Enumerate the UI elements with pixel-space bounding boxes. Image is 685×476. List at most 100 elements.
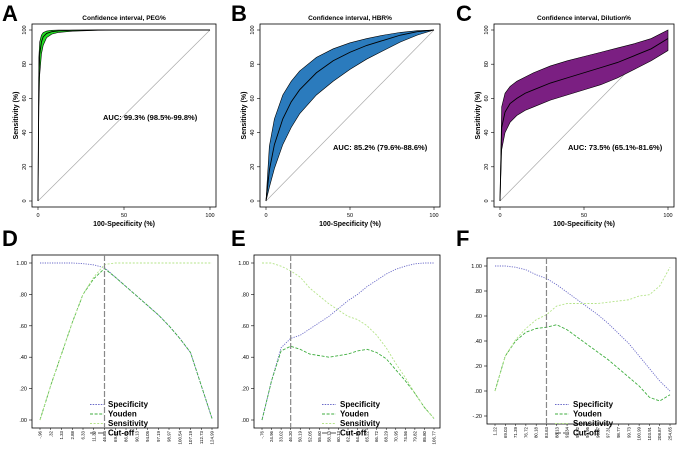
y-axis-label: Sensitivity (%) bbox=[241, 92, 248, 140]
series-line-specificity bbox=[261, 262, 434, 421]
roc-curve bbox=[37, 29, 210, 202]
y-tick-label: .80 bbox=[19, 292, 27, 298]
x-tick-label: 94.95 bbox=[585, 426, 590, 438]
panel-letter: F bbox=[456, 226, 469, 251]
series-line-youden bbox=[494, 324, 671, 402]
y-tick-label: 100 bbox=[22, 25, 28, 34]
y-tick-label: 100 bbox=[484, 25, 490, 34]
y-tick-label: 20 bbox=[484, 164, 490, 170]
series-line-youden bbox=[39, 267, 213, 421]
x-tick-label: 1.22 bbox=[493, 426, 498, 435]
x-tick-label: 2.88 bbox=[70, 430, 75, 439]
x-tick-label: 71.39 bbox=[513, 426, 518, 438]
panel-letter: A bbox=[2, 1, 18, 26]
y-tick-label: 0 bbox=[250, 199, 256, 202]
x-tick-label: 106.77 bbox=[432, 430, 437, 444]
x-axis-label: 100-Specificity (%) bbox=[553, 221, 615, 228]
y-tick-label: .00 bbox=[474, 389, 482, 395]
x-tick-label: 97.19 bbox=[156, 430, 161, 442]
y-tick-label: 80 bbox=[250, 61, 256, 67]
y-tick-label: 80 bbox=[484, 61, 490, 67]
y-tick-label: .80 bbox=[241, 292, 249, 298]
y-tick-label: 60 bbox=[484, 95, 490, 101]
x-tick-label: 80.18 bbox=[534, 426, 539, 438]
series-line-youden bbox=[261, 345, 435, 421]
panel-letter: E bbox=[231, 226, 246, 251]
x-tick-label: 6.33 bbox=[81, 430, 86, 439]
x-tick-label: 66.72 bbox=[374, 430, 379, 442]
legend-label: Youden bbox=[340, 410, 369, 419]
y-axis-label: Sensitivity (%) bbox=[13, 92, 20, 140]
x-tick-label: 69.67 bbox=[113, 430, 118, 442]
roc-curve bbox=[499, 38, 669, 202]
y-tick-label: 20 bbox=[250, 164, 256, 170]
x-tick-label: 76.72 bbox=[523, 426, 528, 438]
x-tick-label: 50.19 bbox=[298, 430, 303, 442]
x-tick-label: -.76 bbox=[260, 430, 265, 438]
x-tick-label: 98.77 bbox=[616, 426, 621, 438]
x-tick-label: 0 bbox=[498, 213, 501, 219]
x-tick-label: 100 bbox=[429, 213, 438, 219]
x-tick-label: 83.63 bbox=[544, 426, 549, 438]
x-axis-label: 100-Specificity (%) bbox=[319, 221, 381, 228]
panel-letter: B bbox=[231, 1, 247, 26]
y-tick-label: 1.00 bbox=[238, 261, 249, 267]
x-tick-label: 50 bbox=[581, 213, 587, 219]
x-tick-label: 74.56 bbox=[403, 430, 408, 442]
x-tick-label: 11.30 bbox=[91, 430, 96, 441]
y-tick-label: -.20 bbox=[473, 414, 482, 420]
x-tick-label: 107.19 bbox=[188, 430, 193, 444]
x-tick-label: 0 bbox=[36, 213, 39, 219]
x-tick-label: 124.99 bbox=[210, 430, 215, 444]
x-tick-label: 60.13 bbox=[336, 430, 341, 442]
auc-annotation: AUC: 99.3% (98.5%-99.8%) bbox=[103, 113, 198, 122]
y-tick-label: 0 bbox=[484, 199, 490, 202]
x-tick-label: 100 bbox=[663, 213, 672, 219]
series-line-sensitivity bbox=[39, 262, 212, 421]
y-tick-label: .40 bbox=[474, 339, 482, 345]
y-tick-label: 100 bbox=[250, 25, 256, 34]
y-tick-label: .00 bbox=[19, 418, 27, 424]
y-tick-label: .40 bbox=[241, 355, 249, 361]
x-tick-label: 98.97 bbox=[167, 430, 172, 442]
y-tick-label: 40 bbox=[250, 130, 256, 136]
x-tick-label: -.96 bbox=[38, 430, 43, 438]
x-tick-label: 69.03 bbox=[503, 426, 508, 438]
plot-frame bbox=[31, 254, 219, 429]
x-tick-label: .32 bbox=[48, 430, 53, 437]
y-tick-label: .20 bbox=[474, 364, 482, 370]
x-tick-label: 50 bbox=[347, 213, 353, 219]
roc-curve bbox=[265, 29, 435, 202]
x-tick-label: 65.22 bbox=[365, 430, 370, 442]
x-tick-label: 55.60 bbox=[317, 430, 322, 442]
legend-label: Sensitivity bbox=[108, 419, 149, 428]
y-tick-label: 0 bbox=[22, 199, 28, 202]
series-line-specificity bbox=[495, 265, 671, 392]
confidence-band bbox=[37, 29, 210, 202]
x-tick-label: 64.56 bbox=[355, 430, 360, 442]
x-tick-label: 46.85 bbox=[102, 430, 107, 442]
x-tick-label: 24.96 bbox=[269, 430, 274, 442]
y-tick-label: 60 bbox=[250, 95, 256, 101]
panel-letter: C bbox=[456, 1, 472, 26]
panel-letter: D bbox=[2, 226, 18, 251]
y-tick-label: .60 bbox=[474, 314, 482, 320]
x-tick-label: 96.37 bbox=[595, 426, 600, 438]
legend-label: Specificity bbox=[340, 400, 381, 409]
legend-label: Cut-off bbox=[340, 429, 367, 438]
x-tick-label: 86.01 bbox=[124, 430, 129, 442]
legend-label: Sensitivity bbox=[573, 419, 614, 428]
x-tick-label: 62.16 bbox=[346, 430, 351, 442]
chart-title: Confidence interval, Dilution% bbox=[537, 15, 631, 22]
auc-annotation: AUC: 73.5% (65.1%-81.6%) bbox=[568, 143, 663, 152]
y-tick-label: .20 bbox=[19, 387, 27, 393]
x-tick-label: 97.31 bbox=[606, 426, 611, 438]
x-tick-label: 70.95 bbox=[393, 430, 398, 442]
x-axis-label: 100-Specificity (%) bbox=[93, 221, 155, 228]
confidence-band bbox=[499, 29, 669, 202]
x-tick-label: 99.73 bbox=[626, 426, 631, 438]
x-tick-label: 93.82 bbox=[575, 426, 580, 438]
x-tick-label: 94.05 bbox=[145, 430, 150, 442]
x-tick-label: 100.54 bbox=[177, 430, 182, 444]
